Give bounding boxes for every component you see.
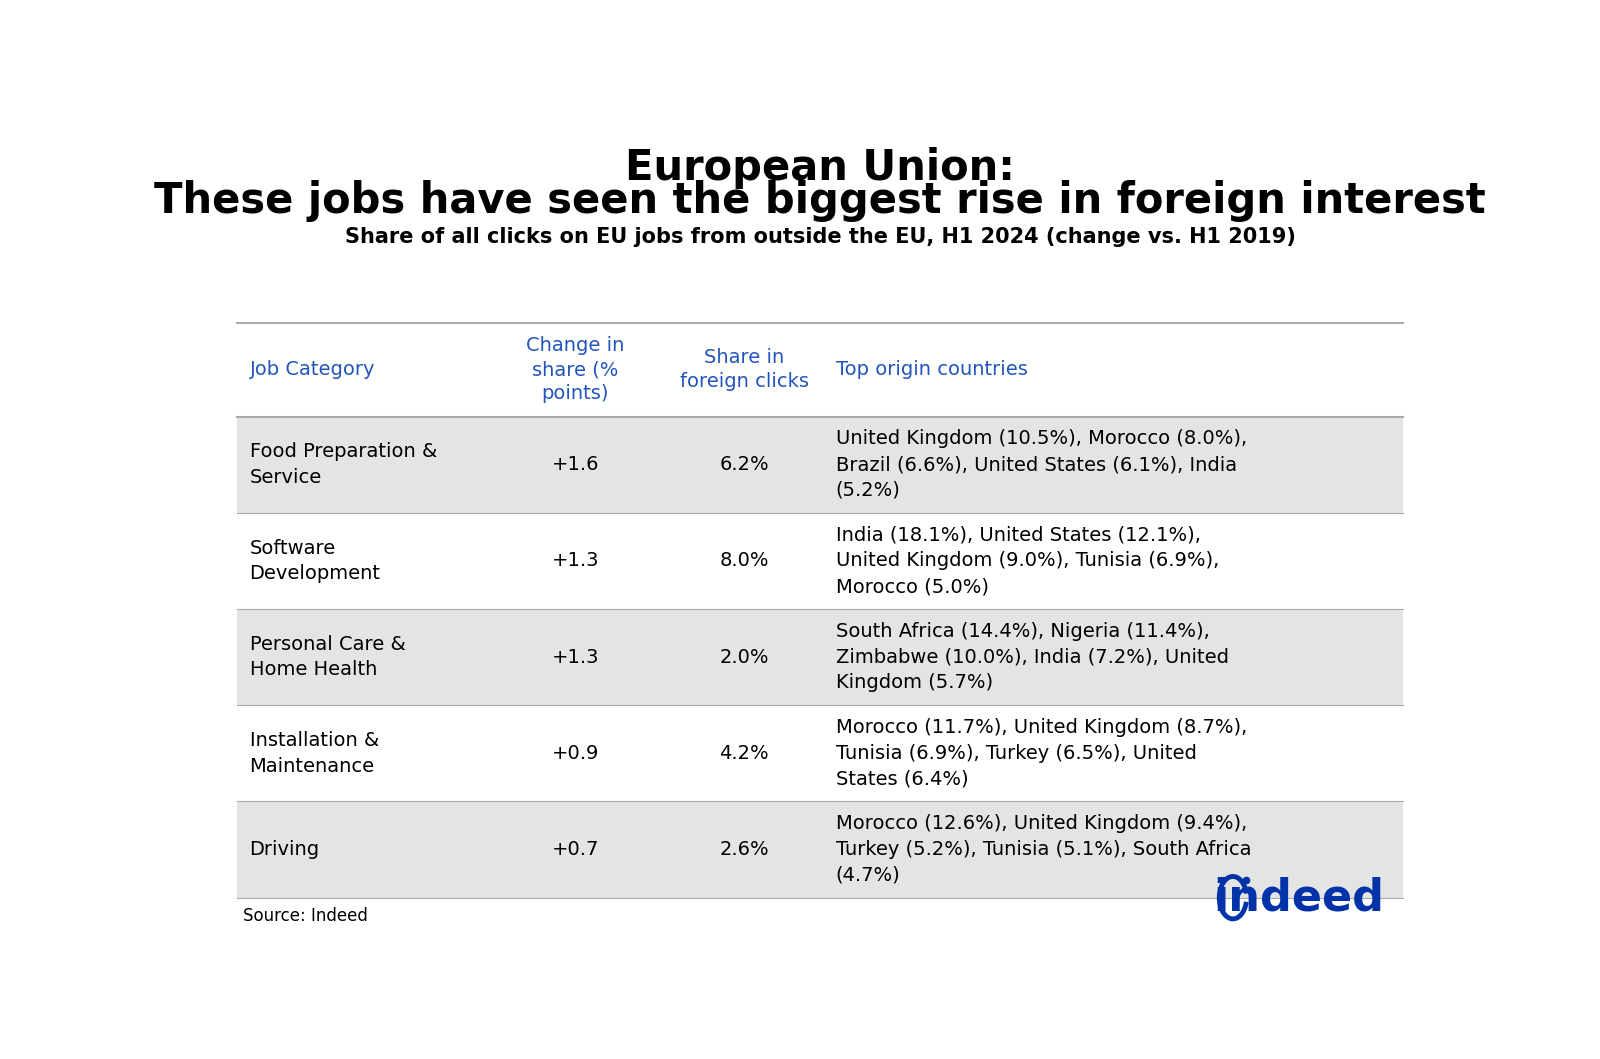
Text: Morocco (11.7%), United Kingdom (8.7%),
Tunisia (6.9%), Turkey (6.5%), United
St: Morocco (11.7%), United Kingdom (8.7%), … [835, 718, 1246, 789]
Text: Personal Care &
Home Health: Personal Care & Home Health [250, 634, 405, 680]
Text: +1.3: +1.3 [552, 648, 598, 666]
Text: Share in
foreign clicks: Share in foreign clicks [680, 348, 808, 391]
Text: These jobs have seen the biggest rise in foreign interest: These jobs have seen the biggest rise in… [154, 180, 1486, 222]
Text: United Kingdom (10.5%), Morocco (8.0%),
Brazil (6.6%), United States (6.1%), Ind: United Kingdom (10.5%), Morocco (8.0%), … [835, 429, 1246, 500]
Text: European Union:: European Union: [626, 147, 1014, 190]
Text: 4.2%: 4.2% [720, 743, 770, 762]
FancyBboxPatch shape [237, 609, 1403, 705]
Text: +1.3: +1.3 [552, 552, 598, 571]
Text: Change in
share (%
points): Change in share (% points) [526, 336, 624, 403]
Text: +0.9: +0.9 [552, 743, 598, 762]
Text: Top origin countries: Top origin countries [835, 360, 1027, 379]
FancyBboxPatch shape [237, 323, 1403, 416]
Text: indeed: indeed [1213, 877, 1384, 919]
Text: Food Preparation &
Service: Food Preparation & Service [250, 443, 437, 487]
Text: Driving: Driving [250, 840, 320, 859]
Text: India (18.1%), United States (12.1%),
United Kingdom (9.0%), Tunisia (6.9%),
Mor: India (18.1%), United States (12.1%), Un… [835, 525, 1219, 596]
FancyBboxPatch shape [237, 513, 1403, 609]
Text: 2.0%: 2.0% [720, 648, 770, 666]
Text: 2.6%: 2.6% [720, 840, 770, 859]
Text: 8.0%: 8.0% [720, 552, 770, 571]
FancyBboxPatch shape [237, 802, 1403, 898]
Text: South Africa (14.4%), Nigeria (11.4%),
Zimbabwe (10.0%), India (7.2%), United
Ki: South Africa (14.4%), Nigeria (11.4%), Z… [835, 622, 1229, 693]
Text: Software
Development: Software Development [250, 539, 381, 584]
Text: 6.2%: 6.2% [720, 455, 770, 474]
Text: +1.6: +1.6 [552, 455, 598, 474]
FancyBboxPatch shape [237, 705, 1403, 802]
Text: Source: Indeed: Source: Indeed [243, 907, 368, 925]
FancyBboxPatch shape [237, 416, 1403, 513]
Text: Share of all clicks on EU jobs from outside the EU, H1 2024 (change vs. H1 2019): Share of all clicks on EU jobs from outs… [344, 227, 1296, 247]
Text: Job Category: Job Category [250, 360, 374, 379]
Text: +0.7: +0.7 [552, 840, 598, 859]
Text: Morocco (12.6%), United Kingdom (9.4%),
Turkey (5.2%), Tunisia (5.1%), South Afr: Morocco (12.6%), United Kingdom (9.4%), … [835, 814, 1251, 885]
Text: Installation &
Maintenance: Installation & Maintenance [250, 731, 379, 775]
